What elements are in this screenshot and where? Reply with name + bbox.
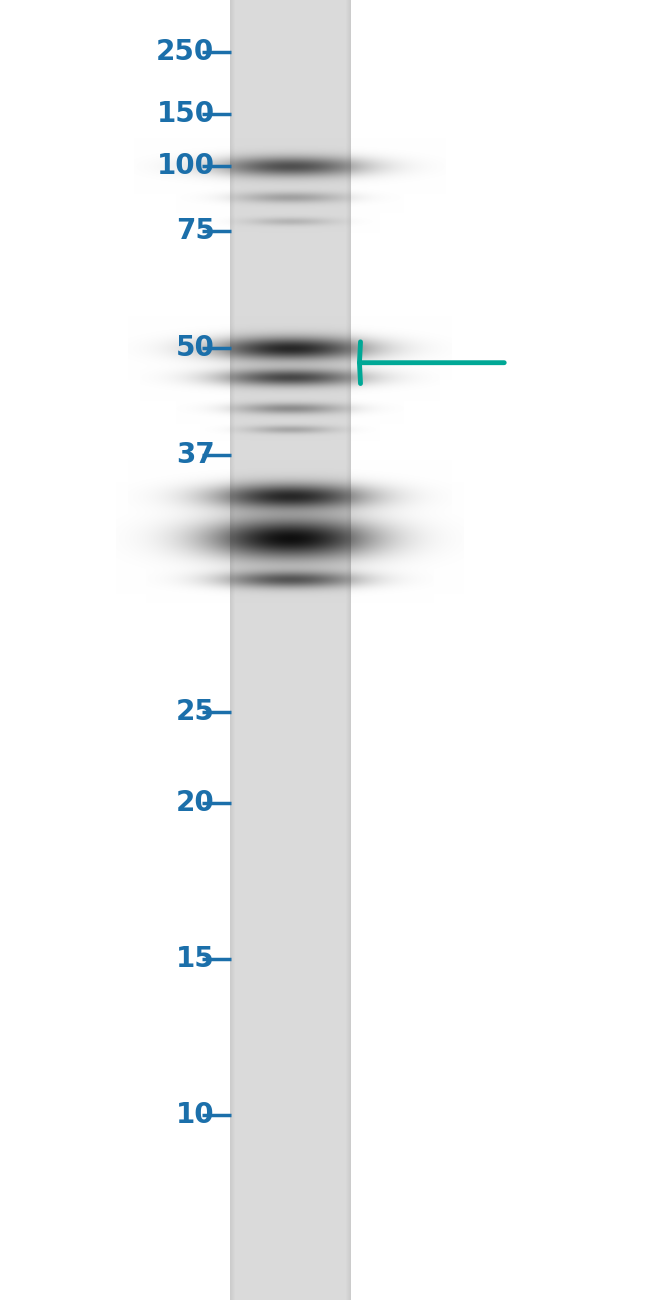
Text: 10: 10 xyxy=(176,1101,214,1130)
Text: 20: 20 xyxy=(176,789,214,818)
Text: 75: 75 xyxy=(176,217,214,246)
Text: 100: 100 xyxy=(157,152,215,181)
Text: 15: 15 xyxy=(176,945,214,974)
Text: 250: 250 xyxy=(156,38,214,66)
Text: 50: 50 xyxy=(176,334,214,363)
Text: 150: 150 xyxy=(157,100,215,129)
Text: 37: 37 xyxy=(176,441,214,469)
Text: 25: 25 xyxy=(176,698,214,727)
